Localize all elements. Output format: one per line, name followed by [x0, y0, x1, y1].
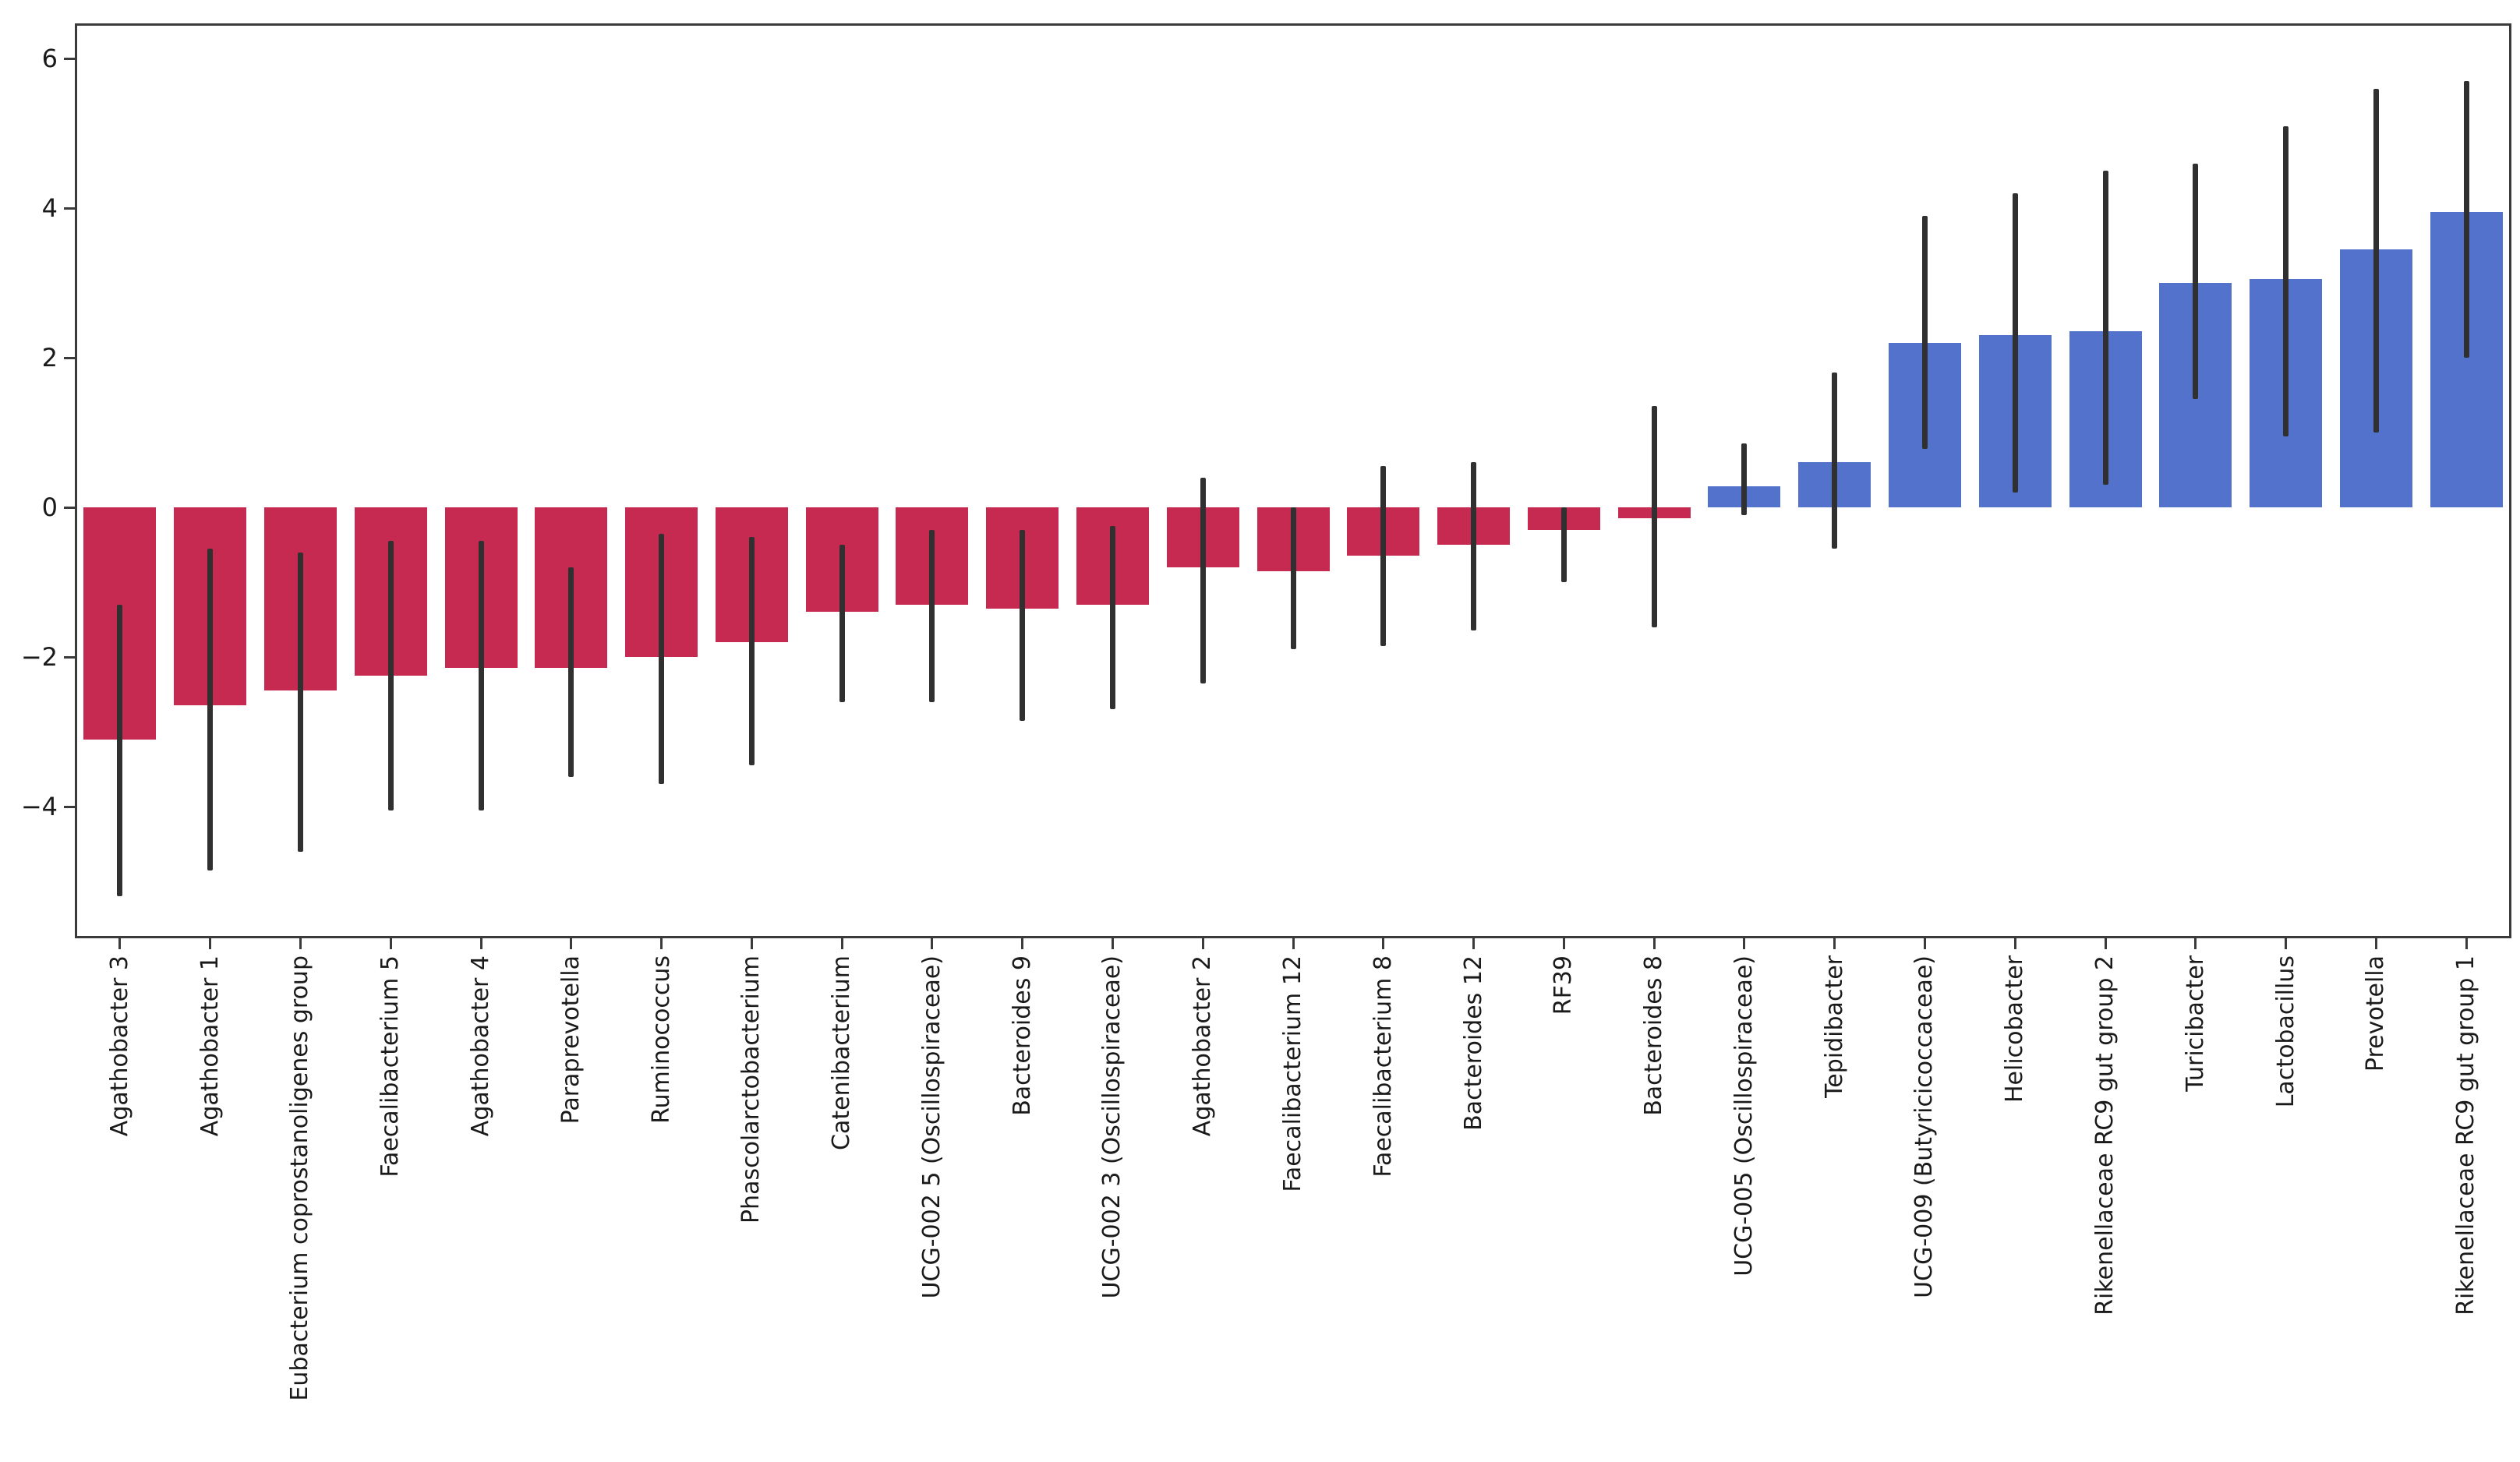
x-axis-category-label: Eubacterium coprostanoligenes group — [286, 955, 314, 1401]
x-axis-tick — [2013, 938, 2016, 949]
x-axis-category-label: Agathobacter 1 — [196, 955, 224, 1137]
error-bar — [1471, 462, 1477, 631]
error-bar — [1921, 215, 1928, 450]
x-axis-category-label: Rikenellaceae RC9 gut group 2 — [2091, 955, 2119, 1315]
error-bar — [2193, 163, 2199, 399]
x-axis-tick — [660, 938, 663, 949]
error-bar — [117, 604, 123, 897]
x-axis-category-label: Tepidibacter — [1820, 955, 1848, 1098]
x-axis-category-label: Rikenellaceae RC9 gut group 1 — [2452, 955, 2480, 1315]
x-axis-tick — [389, 938, 392, 949]
error-bar — [1651, 406, 1657, 627]
x-axis-tick — [931, 938, 934, 949]
x-axis-category-label: Faecalibacterium 8 — [1369, 955, 1397, 1178]
x-axis-tick — [1201, 938, 1204, 949]
y-axis-tick-label: 6 — [41, 44, 58, 74]
x-axis-tick — [1382, 938, 1385, 949]
x-axis-category-label: Bacteroides 12 — [1459, 955, 1487, 1131]
error-bar — [1560, 507, 1567, 583]
x-axis-tick — [2374, 938, 2377, 949]
x-axis-category-label: Lactobacillus — [2271, 955, 2299, 1108]
x-axis-tick — [1292, 938, 1295, 949]
x-axis-category-label: Agathobacter 4 — [467, 955, 494, 1137]
x-axis-category-label: Helicobacter — [2001, 955, 2029, 1104]
x-axis-category-label: Catenibacterium — [828, 955, 856, 1150]
plot-area — [75, 23, 2511, 938]
x-axis-tick — [1833, 938, 1836, 949]
x-axis-tick — [840, 938, 843, 949]
error-bar — [2102, 171, 2108, 486]
y-axis-tick-label: −2 — [20, 642, 58, 673]
x-axis-tick — [2465, 938, 2468, 949]
error-bar — [1832, 373, 1838, 549]
x-axis-tick — [2194, 938, 2197, 949]
y-axis-tick — [64, 805, 75, 808]
y-axis-tick-label: −4 — [20, 792, 58, 822]
x-axis-category-label: Faecalibacterium 12 — [1279, 955, 1306, 1192]
y-axis-tick-label: 4 — [41, 193, 58, 224]
x-axis-tick — [570, 938, 573, 949]
y-axis-tick — [64, 506, 75, 509]
x-axis-tick — [209, 938, 212, 949]
x-axis-category-label: Faecalibacterium 5 — [376, 955, 405, 1178]
y-axis-tick-label: 0 — [41, 493, 58, 523]
error-bar — [2283, 125, 2289, 436]
error-bar — [568, 567, 574, 777]
error-bar — [659, 533, 665, 785]
error-bar — [748, 537, 755, 766]
y-axis-tick-label: 2 — [41, 343, 58, 373]
x-axis-category-label: Turicibacter — [2181, 955, 2209, 1092]
x-axis-category-label: Phascolarctobacterium — [737, 955, 765, 1224]
x-axis-tick — [1652, 938, 1656, 949]
y-axis-tick — [64, 655, 75, 659]
error-bar — [929, 529, 935, 702]
error-bar — [1109, 526, 1115, 710]
x-axis-category-label: Agathobacter 2 — [1189, 955, 1217, 1137]
error-bar — [207, 548, 214, 870]
error-bar — [1380, 466, 1387, 646]
x-axis-category-label: Prevotella — [2362, 955, 2390, 1072]
x-axis-tick — [750, 938, 753, 949]
error-bar — [1290, 507, 1296, 650]
x-axis-category-label: Bacteroides 8 — [1640, 955, 1668, 1116]
error-bar — [1741, 443, 1748, 515]
x-axis-category-label: Paraprevotella — [557, 955, 585, 1125]
error-bar — [2012, 192, 2018, 493]
x-axis-tick — [118, 938, 122, 949]
error-bar — [1020, 529, 1026, 721]
x-axis-category-label: Ruminococcus — [647, 955, 675, 1124]
error-bar — [839, 545, 845, 702]
x-axis-tick — [1021, 938, 1024, 949]
y-axis-tick — [64, 356, 75, 359]
x-axis-tick — [1562, 938, 1565, 949]
error-bar — [387, 541, 394, 810]
x-axis-tick — [1111, 938, 1114, 949]
error-bar — [297, 552, 303, 852]
x-axis-tick — [2285, 938, 2288, 949]
x-axis-tick — [299, 938, 302, 949]
x-axis-tick — [1923, 938, 1926, 949]
y-axis-tick — [64, 207, 75, 210]
x-axis-category-label: Agathobacter 3 — [105, 955, 133, 1137]
x-axis-tick — [1472, 938, 1476, 949]
error-bar — [2373, 88, 2379, 433]
x-axis-category-label: RF39 — [1550, 955, 1578, 1015]
x-axis-category-label: UCG-009 (Butyricicoccaceae) — [1910, 955, 1939, 1298]
x-axis-category-label: Bacteroides 9 — [1008, 955, 1036, 1116]
x-axis-category-label: UCG-005 (Oscillospiraceae) — [1730, 955, 1758, 1277]
x-axis-category-label: UCG-002 3 (Oscillospiraceae) — [1098, 955, 1126, 1299]
error-bar — [1200, 477, 1206, 683]
x-axis-tick — [1743, 938, 1746, 949]
error-bar — [478, 541, 484, 810]
error-bar — [2463, 80, 2469, 358]
x-axis-category-label: UCG-002 5 (Oscillospiraceae) — [917, 955, 945, 1299]
y-axis-tick — [64, 57, 75, 60]
x-axis-tick — [479, 938, 482, 949]
x-axis-tick — [2104, 938, 2107, 949]
